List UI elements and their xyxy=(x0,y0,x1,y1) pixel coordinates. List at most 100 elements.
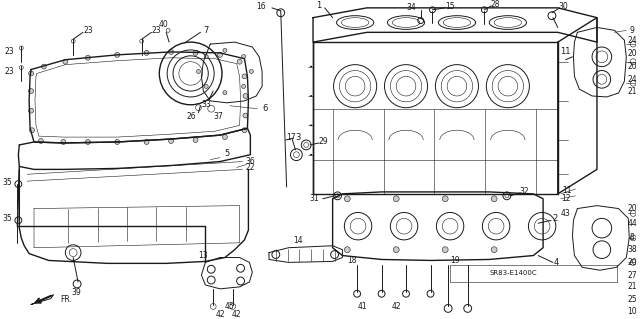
Text: 23: 23 xyxy=(5,48,15,56)
Text: 40: 40 xyxy=(158,20,168,29)
Text: 14: 14 xyxy=(294,236,303,245)
Circle shape xyxy=(242,55,246,58)
Circle shape xyxy=(310,154,312,156)
Text: 45: 45 xyxy=(225,302,235,311)
Text: 44: 44 xyxy=(627,219,637,228)
Text: 42: 42 xyxy=(215,310,225,319)
Text: 21: 21 xyxy=(627,86,637,96)
Text: 1: 1 xyxy=(316,1,321,11)
Text: 17: 17 xyxy=(287,133,296,142)
Circle shape xyxy=(242,85,246,88)
Text: 42: 42 xyxy=(392,302,401,311)
Circle shape xyxy=(29,128,35,133)
Text: 19: 19 xyxy=(450,256,460,265)
Text: 15: 15 xyxy=(445,2,455,11)
Text: FR.: FR. xyxy=(60,295,72,304)
Text: 3: 3 xyxy=(296,133,301,142)
Circle shape xyxy=(42,64,46,69)
Text: 18: 18 xyxy=(348,256,357,265)
Text: 39: 39 xyxy=(71,288,81,297)
Circle shape xyxy=(344,247,350,253)
Circle shape xyxy=(85,55,90,60)
Circle shape xyxy=(237,59,242,64)
Circle shape xyxy=(38,138,44,144)
Text: 30: 30 xyxy=(559,2,568,11)
Text: 2: 2 xyxy=(552,214,557,223)
Circle shape xyxy=(442,247,448,253)
Circle shape xyxy=(29,89,33,93)
Text: 23: 23 xyxy=(5,67,15,76)
Circle shape xyxy=(223,135,227,139)
Text: 27: 27 xyxy=(627,271,637,280)
Text: 6: 6 xyxy=(262,104,268,113)
Text: 25: 25 xyxy=(627,295,637,304)
Text: 35: 35 xyxy=(3,178,12,187)
Circle shape xyxy=(394,247,399,253)
Text: 7: 7 xyxy=(204,26,209,35)
Circle shape xyxy=(144,50,149,55)
Circle shape xyxy=(242,128,247,133)
Text: 28: 28 xyxy=(490,0,500,10)
Text: 38: 38 xyxy=(627,245,637,254)
Circle shape xyxy=(492,247,497,253)
Circle shape xyxy=(250,70,253,73)
Text: 34: 34 xyxy=(406,4,416,12)
Circle shape xyxy=(344,196,350,202)
Text: 16: 16 xyxy=(257,2,266,11)
Circle shape xyxy=(310,95,312,97)
Circle shape xyxy=(29,108,33,113)
Text: SR83-E1400C: SR83-E1400C xyxy=(489,270,537,276)
Text: 21: 21 xyxy=(627,282,637,291)
Circle shape xyxy=(223,91,227,95)
Text: 4: 4 xyxy=(553,258,559,267)
Text: 11: 11 xyxy=(561,48,571,56)
Circle shape xyxy=(442,196,448,202)
Circle shape xyxy=(85,139,90,145)
Text: 23: 23 xyxy=(152,26,161,35)
Text: 26: 26 xyxy=(187,112,196,121)
Text: 20: 20 xyxy=(627,49,637,58)
Circle shape xyxy=(310,66,312,68)
Text: 10: 10 xyxy=(627,307,637,316)
Text: 41: 41 xyxy=(357,302,367,311)
Text: 42: 42 xyxy=(232,310,241,319)
Circle shape xyxy=(204,55,208,58)
Circle shape xyxy=(168,49,173,54)
Text: 37: 37 xyxy=(213,112,223,121)
Circle shape xyxy=(63,59,68,64)
Circle shape xyxy=(193,137,198,143)
Text: 24: 24 xyxy=(627,75,637,84)
Text: 8: 8 xyxy=(630,234,635,242)
Text: 5: 5 xyxy=(224,149,230,158)
Circle shape xyxy=(310,124,312,126)
Text: 43: 43 xyxy=(561,209,570,218)
Text: 11: 11 xyxy=(562,186,572,196)
Circle shape xyxy=(115,52,120,57)
Text: 23: 23 xyxy=(83,26,93,35)
Text: 13: 13 xyxy=(198,251,208,260)
Text: 9: 9 xyxy=(630,26,635,35)
Text: 24: 24 xyxy=(627,36,637,45)
Circle shape xyxy=(144,139,149,145)
Circle shape xyxy=(115,139,120,145)
Circle shape xyxy=(243,93,248,99)
Text: 33: 33 xyxy=(202,100,211,109)
Text: 36: 36 xyxy=(246,157,255,166)
Text: 12: 12 xyxy=(561,194,570,203)
Circle shape xyxy=(218,52,223,57)
Text: 20: 20 xyxy=(627,62,637,71)
Circle shape xyxy=(196,70,200,73)
Circle shape xyxy=(29,71,33,76)
Circle shape xyxy=(204,85,208,88)
Circle shape xyxy=(223,48,227,52)
Text: 32: 32 xyxy=(520,187,529,197)
Circle shape xyxy=(492,196,497,202)
Circle shape xyxy=(242,74,247,79)
Text: 31: 31 xyxy=(309,194,319,203)
Circle shape xyxy=(243,113,248,118)
Text: 29: 29 xyxy=(318,137,328,146)
Text: 35: 35 xyxy=(3,214,12,223)
Circle shape xyxy=(168,138,173,144)
Text: 20: 20 xyxy=(627,258,637,267)
Circle shape xyxy=(193,50,198,55)
